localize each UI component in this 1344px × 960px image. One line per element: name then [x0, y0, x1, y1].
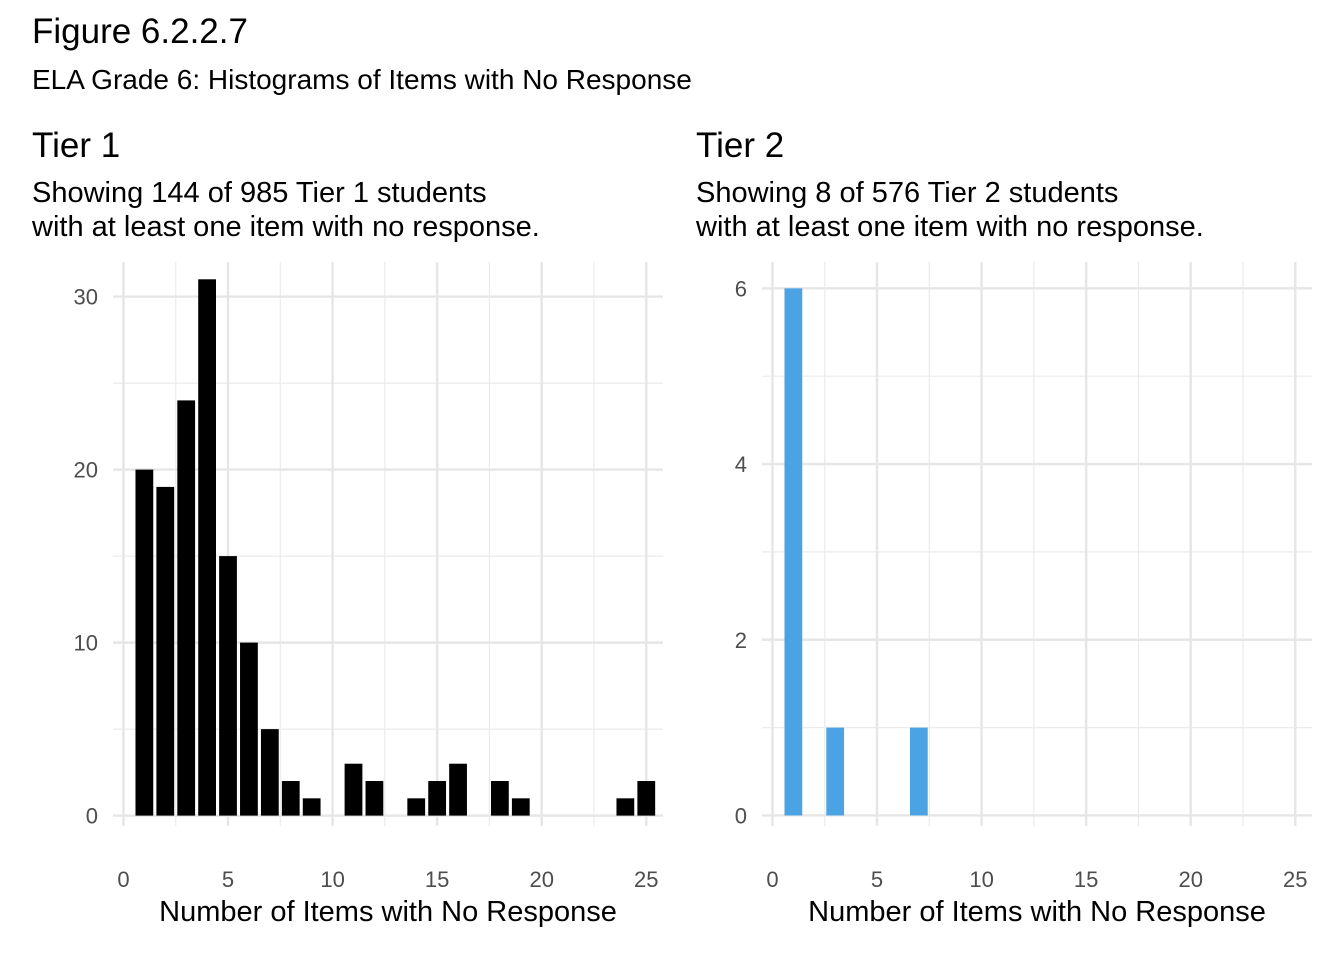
tier1-bar	[637, 781, 656, 816]
tier1-bar	[219, 556, 237, 816]
tier1-y-tick-label: 20	[74, 458, 98, 483]
tier2-x-axis-title: Number of Items with No Response	[808, 896, 1266, 928]
tier1-bar	[135, 469, 154, 816]
tier1-panel-subtitle-line1: Showing 144 of 985 Tier 1 students	[32, 177, 487, 209]
tier1-x-tick-label: 25	[634, 867, 658, 892]
figure-title: Figure 6.2.2.7	[32, 12, 248, 51]
tier1-x-tick-label: 20	[529, 867, 553, 892]
tier2-panel-subtitle-line2: with at least one item with no response.	[696, 211, 1204, 243]
tier2-y-tick-label: 0	[735, 803, 747, 828]
tier1-x-tick-label: 0	[117, 867, 129, 892]
tier1-panel-title: Tier 1	[32, 126, 121, 165]
tier1-x-tick-label: 15	[425, 867, 449, 892]
tier1-bar	[490, 781, 509, 816]
tier2-bar	[826, 727, 845, 816]
tier2-x-tick-label: 25	[1283, 867, 1307, 892]
tier2-y-tick-label: 6	[735, 276, 747, 301]
tier1-y-tick-label: 30	[74, 285, 98, 310]
tier1-bar	[511, 798, 530, 816]
figure-subtitle: ELA Grade 6: Histograms of Items with No…	[32, 64, 692, 95]
tier1-bar	[198, 279, 216, 816]
tier2-x-tick-label: 5	[871, 867, 883, 892]
tier1-bar	[616, 798, 635, 816]
tier2-bar	[909, 727, 928, 816]
tier1-bar	[344, 763, 363, 816]
tier1-bar	[281, 781, 300, 816]
tier2-y-tick-label: 2	[735, 628, 747, 653]
tier1-y-tick-label: 10	[74, 631, 98, 656]
tier1-bar	[260, 729, 279, 816]
tier2-x-tick-label: 20	[1178, 867, 1202, 892]
tier1-bar	[407, 798, 426, 816]
tier1-x-tick-label: 5	[222, 867, 234, 892]
tier1-bar	[156, 486, 175, 816]
tier2-x-tick-label: 0	[766, 867, 778, 892]
tier1-y-tick-label: 0	[86, 804, 98, 829]
tier2-bar	[784, 288, 803, 816]
tier1-bar	[428, 781, 447, 816]
tier1-bar	[449, 763, 467, 816]
tier1-x-axis-title: Number of Items with No Response	[159, 896, 617, 928]
tier1-bar	[177, 400, 196, 816]
tier1-bar	[365, 781, 384, 816]
tier2-panel-subtitle-line1: Showing 8 of 576 Tier 2 students	[696, 177, 1119, 209]
tier1-bar	[240, 642, 258, 816]
tier1-panel-subtitle-line2: with at least one item with no response.	[32, 211, 540, 243]
tier1-x-tick-label: 10	[320, 867, 344, 892]
tier1-bar	[302, 798, 321, 816]
tier2-x-tick-label: 10	[969, 867, 993, 892]
tier2-y-tick-label: 4	[735, 452, 747, 477]
tier2-panel-title: Tier 2	[696, 126, 785, 165]
tier2-x-tick-label: 15	[1074, 867, 1098, 892]
